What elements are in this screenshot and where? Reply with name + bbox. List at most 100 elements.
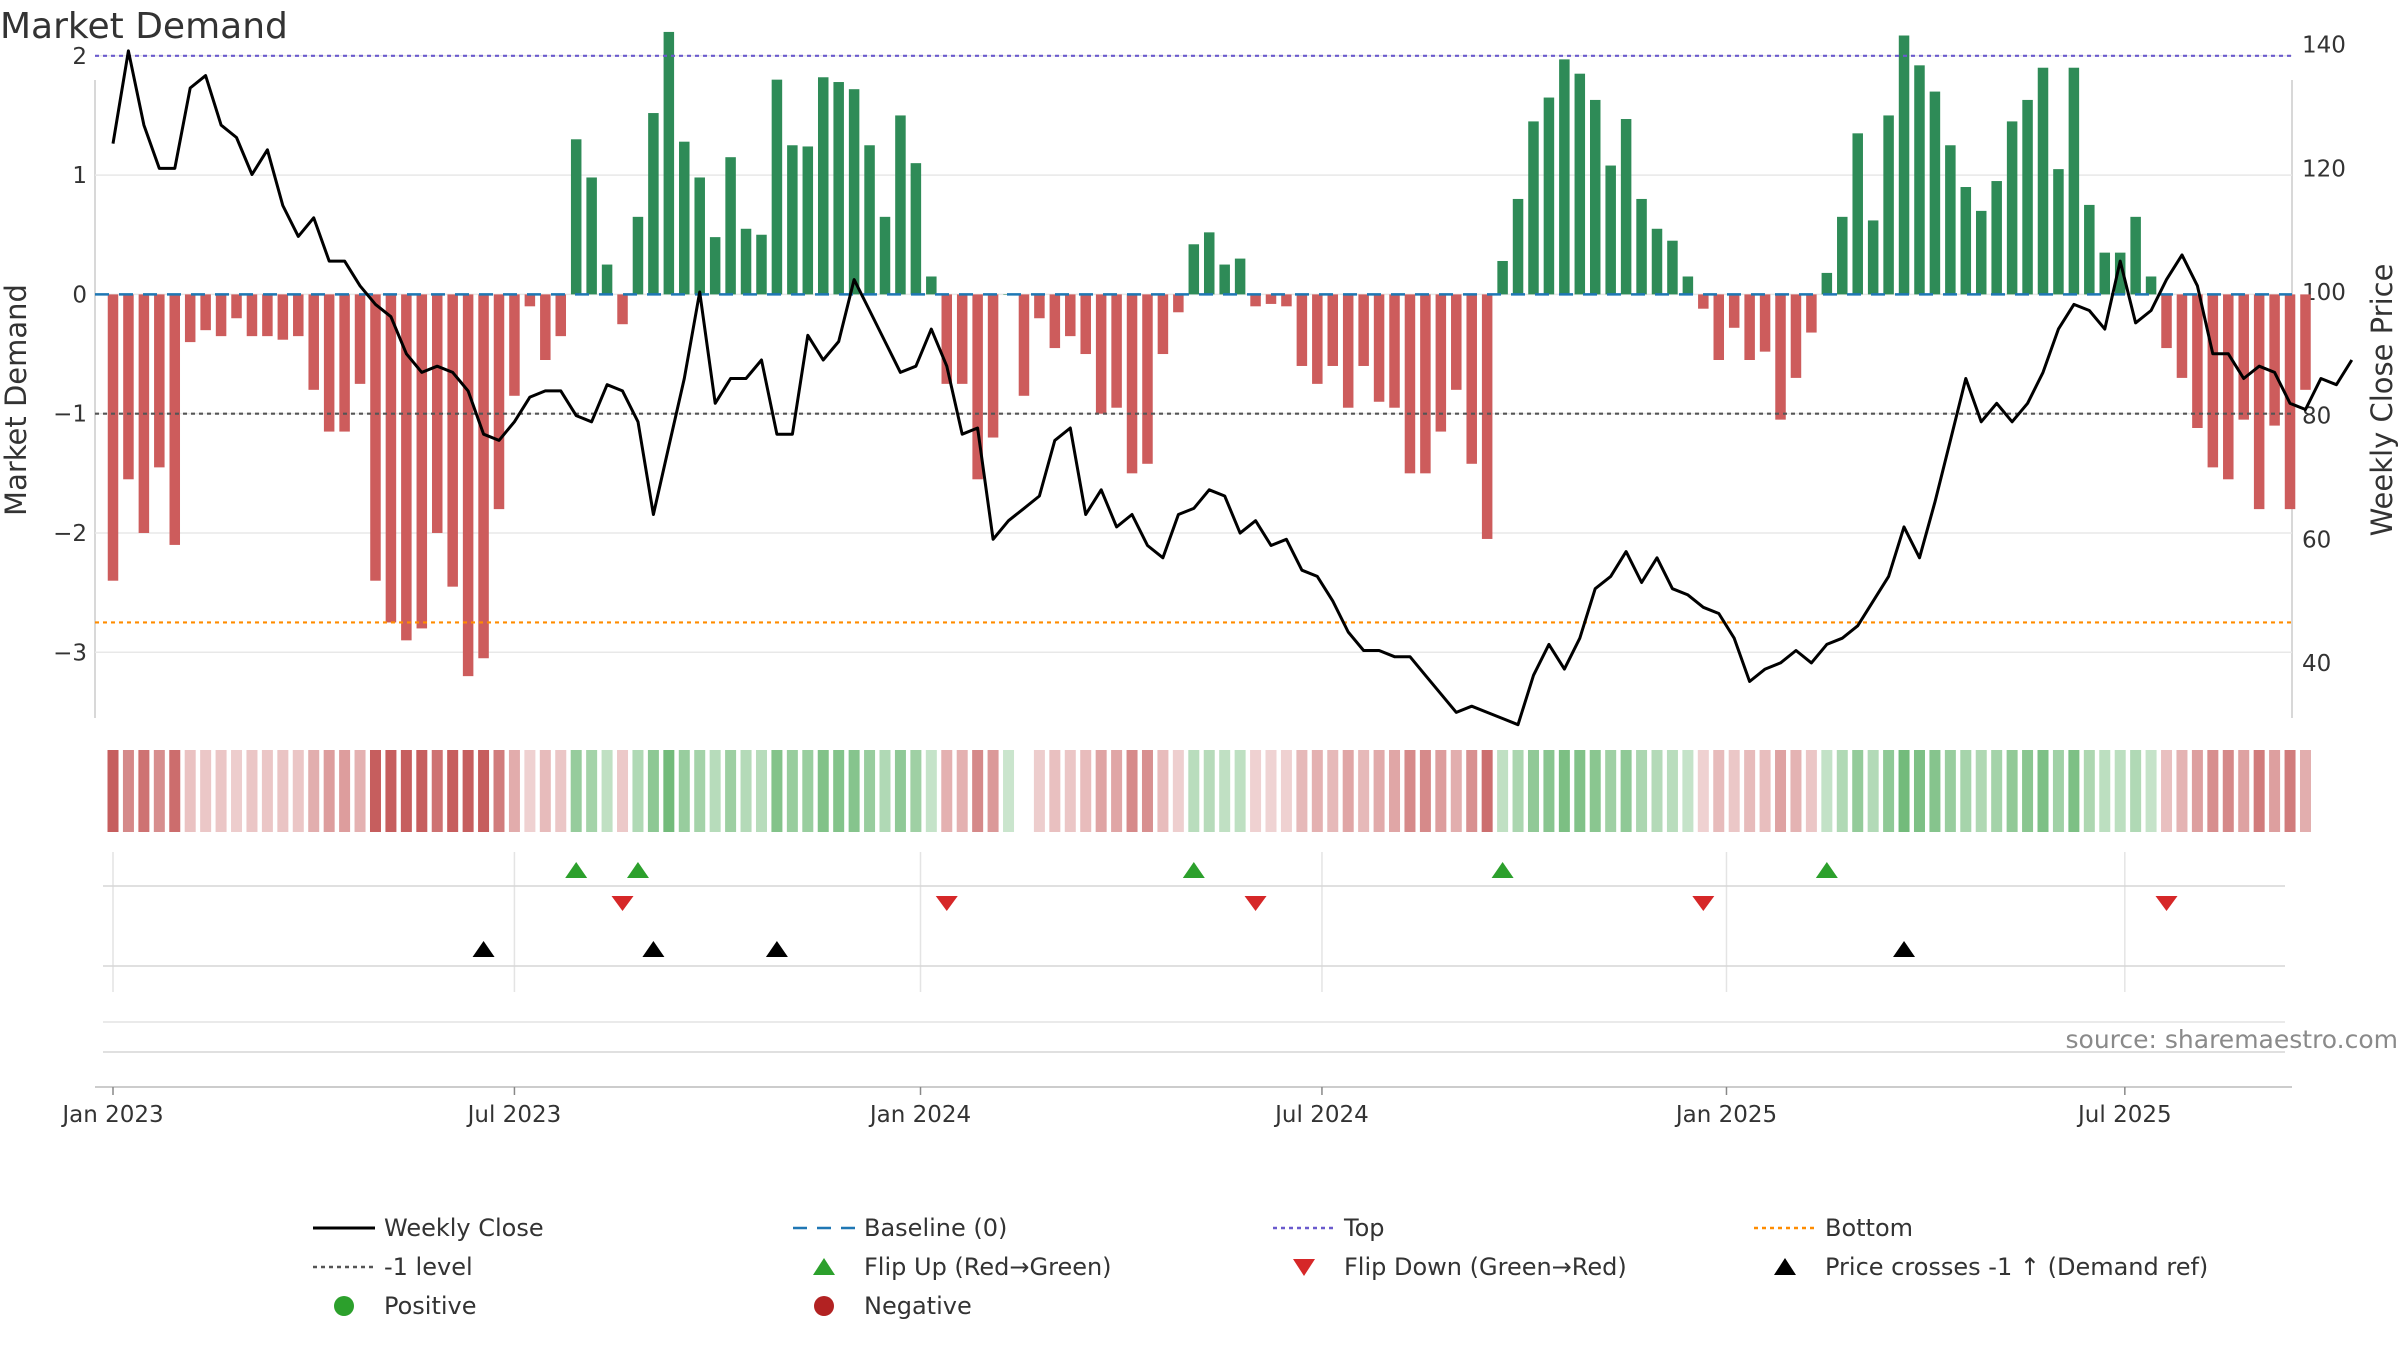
demand-bar <box>879 216 891 295</box>
heat-strip <box>107 750 2311 832</box>
heat-cell <box>2238 750 2250 832</box>
heat-cell <box>709 750 721 832</box>
heat-cell <box>1141 750 1153 832</box>
heat-cell <box>802 750 814 832</box>
heat-cell <box>1080 750 1092 832</box>
heat-cell <box>1836 750 1848 832</box>
heat-cell <box>755 750 767 832</box>
demand-bar <box>1481 294 1493 539</box>
demand-bar <box>1914 65 1925 295</box>
demand-bar <box>540 294 551 360</box>
flip-down-marker <box>1692 896 1715 911</box>
demand-bar <box>617 294 628 325</box>
demand-bar <box>1589 99 1601 295</box>
legend-label: Negative <box>864 1292 972 1320</box>
heat-cell <box>663 750 675 832</box>
demand-bar <box>1960 187 1972 295</box>
demand-bar <box>169 294 181 545</box>
demand-bar <box>447 294 458 587</box>
heat-cell <box>539 750 551 832</box>
heat-cell <box>956 750 968 832</box>
heat-cell <box>2037 750 2049 832</box>
demand-bar <box>756 234 767 295</box>
heat-cell <box>308 750 320 832</box>
demand-bar <box>2053 169 2064 295</box>
demand-bar <box>709 237 721 295</box>
demand-bar <box>1744 294 1755 360</box>
demand-bar <box>2223 294 2234 480</box>
demand-bar <box>1806 294 1817 333</box>
demand-bar <box>262 294 273 337</box>
demand-bar <box>956 294 968 384</box>
demand-bar <box>231 294 242 319</box>
demand-bar <box>246 294 258 337</box>
demand-bar <box>1173 294 1184 313</box>
heat-cell <box>1852 750 1864 832</box>
heat-cell <box>1003 750 1015 832</box>
heat-cell <box>1373 750 1385 832</box>
demand-bar <box>478 294 489 659</box>
heat-cell <box>1265 750 1277 832</box>
demand-bar <box>2207 294 2219 468</box>
demand-bar <box>725 157 736 295</box>
demand-bar <box>493 294 505 510</box>
heat-cell <box>817 750 829 832</box>
demand-bar <box>123 294 134 480</box>
y-left-tick-label: −3 <box>53 640 87 666</box>
demand-bar <box>2084 204 2095 295</box>
heat-cell <box>339 750 351 832</box>
demand-bar <box>1358 294 1369 366</box>
demand-bar <box>1543 97 1555 295</box>
demand-bar <box>663 31 675 295</box>
demand-bar <box>1898 35 1910 295</box>
heat-cell <box>1929 750 1941 832</box>
demand-bar <box>817 77 829 295</box>
price-cross-marker <box>642 941 665 957</box>
heat-cell <box>231 750 243 832</box>
heat-cell <box>2299 750 2311 832</box>
demand-bar <box>1265 294 1277 304</box>
heat-cell <box>1389 750 1401 832</box>
demand-bar <box>1111 294 1122 408</box>
demand-bar <box>1605 165 1616 295</box>
heat-cell <box>1790 750 1802 832</box>
heat-cell <box>1049 750 1061 832</box>
demand-bar <box>1420 294 1431 474</box>
demand-bar <box>200 294 211 331</box>
heat-cell <box>400 750 412 832</box>
demand-bar <box>1975 210 1987 295</box>
demand-bar <box>1234 258 1246 295</box>
demand-bar <box>2130 216 2141 295</box>
y-right-tick-label: 120 <box>2302 156 2346 182</box>
heat-cell <box>215 750 227 832</box>
heat-cell <box>987 750 999 832</box>
demand-bar <box>1018 294 1030 396</box>
heat-cell <box>1311 750 1323 832</box>
heat-cell <box>2253 750 2265 832</box>
demand-bar <box>1512 198 1524 295</box>
legend-label: Flip Down (Green→Red) <box>1344 1253 1627 1281</box>
flip-down-marker <box>2155 896 2178 911</box>
heat-cell <box>1867 750 1879 832</box>
demand-bar <box>1049 294 1061 349</box>
legend-label: Flip Up (Red→Green) <box>864 1253 1112 1281</box>
heat-cell <box>1574 750 1586 832</box>
demand-bar <box>2068 67 2080 295</box>
demand-bar <box>941 294 953 384</box>
heat-cell <box>879 750 891 832</box>
demand-bar <box>323 294 335 432</box>
heat-cell <box>740 750 752 832</box>
x-tick-label: Jul 2025 <box>2076 1102 2172 1128</box>
demand-bar <box>2253 294 2265 510</box>
demand-bar <box>354 294 366 384</box>
heat-cell <box>1327 750 1339 832</box>
heat-cell <box>2222 750 2234 832</box>
weekly-close-line <box>111 49 2354 727</box>
demand-bar <box>416 294 428 629</box>
heat-cell <box>246 750 258 832</box>
legend: Weekly Close Baseline (0) Top Bottom -1 leve… <box>313 1214 2208 1320</box>
flip-down-marker <box>1244 896 1267 911</box>
heat-cell <box>138 750 150 832</box>
heat-cell <box>941 750 953 832</box>
demand-bar <box>972 294 983 480</box>
